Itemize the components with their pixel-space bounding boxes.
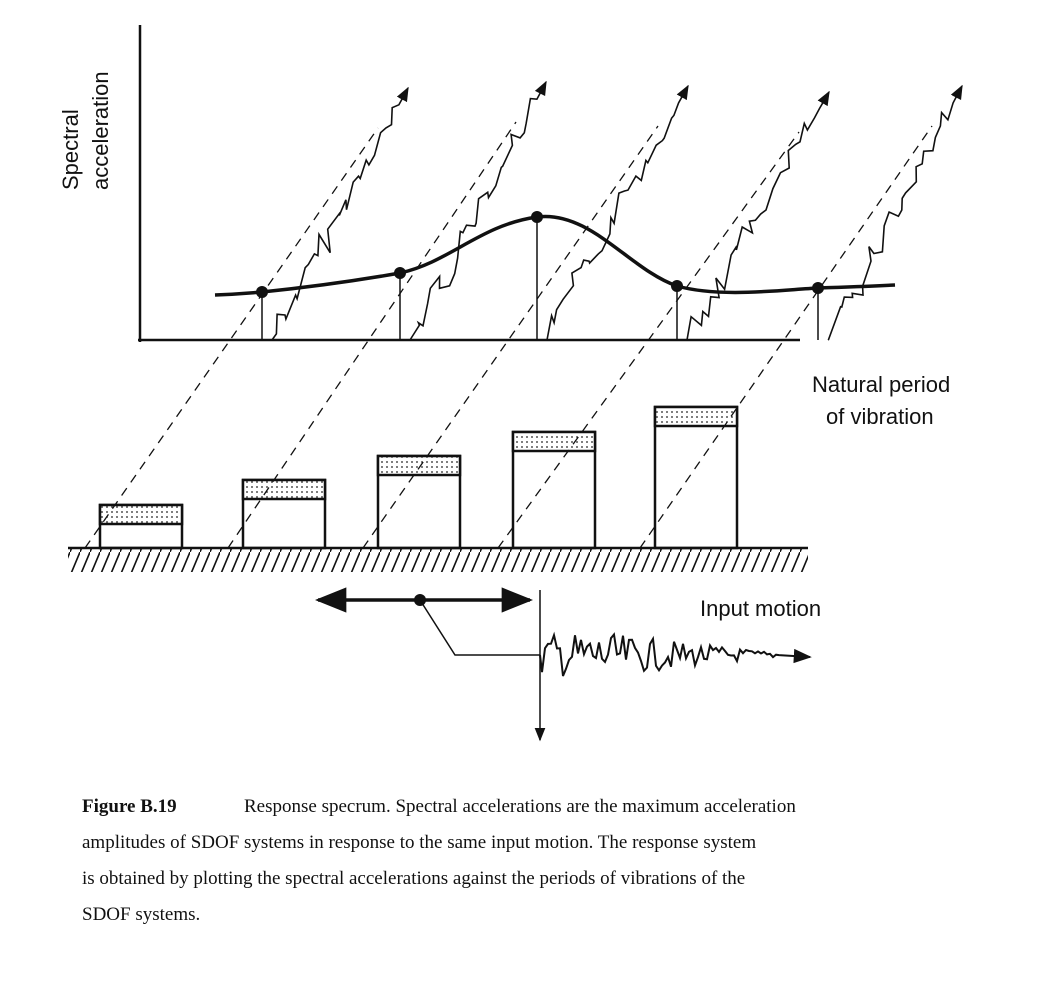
spectrum-point: [531, 211, 543, 223]
projection-line: [497, 131, 800, 549]
spectrum-point: [671, 280, 683, 292]
caption-line: SDOF systems.: [82, 904, 200, 925]
building: [653, 405, 739, 550]
spectrum-point: [256, 286, 268, 298]
y-axis-label: acceleration: [88, 71, 113, 190]
building-mass: [511, 430, 597, 453]
spectrum-point: [812, 282, 824, 294]
projection-line: [227, 121, 517, 549]
caption-line: is obtained by plotting the spectral acc…: [82, 868, 745, 889]
projection-line: [362, 125, 659, 549]
projection-line: [639, 125, 933, 549]
input-label: Input motion: [700, 596, 821, 621]
building-mass: [98, 503, 184, 526]
input-record: [539, 631, 812, 677]
spectrum-point: [394, 267, 406, 279]
response-trace: [686, 90, 830, 341]
caption-line: Response specrum. Spectral accelerations…: [244, 796, 796, 817]
input-link: [419, 599, 540, 656]
x-axis-label: of vibration: [826, 404, 934, 429]
projection-line: [84, 127, 379, 549]
y-axis-label: Spectral: [58, 109, 83, 190]
caption-line: amplitudes of SDOF systems in response t…: [82, 832, 756, 853]
ground-hatch: [68, 548, 808, 572]
caption-label: Figure B.19: [82, 796, 177, 817]
x-axis-label: Natural period: [812, 372, 950, 397]
building-mass: [653, 405, 739, 428]
response-trace: [271, 86, 409, 341]
building-mass: [376, 454, 462, 477]
response-trace: [546, 84, 689, 341]
building-mass: [241, 478, 327, 501]
response-trace: [827, 84, 963, 341]
diagram-art: [68, 25, 963, 742]
response-trace: [409, 80, 547, 341]
